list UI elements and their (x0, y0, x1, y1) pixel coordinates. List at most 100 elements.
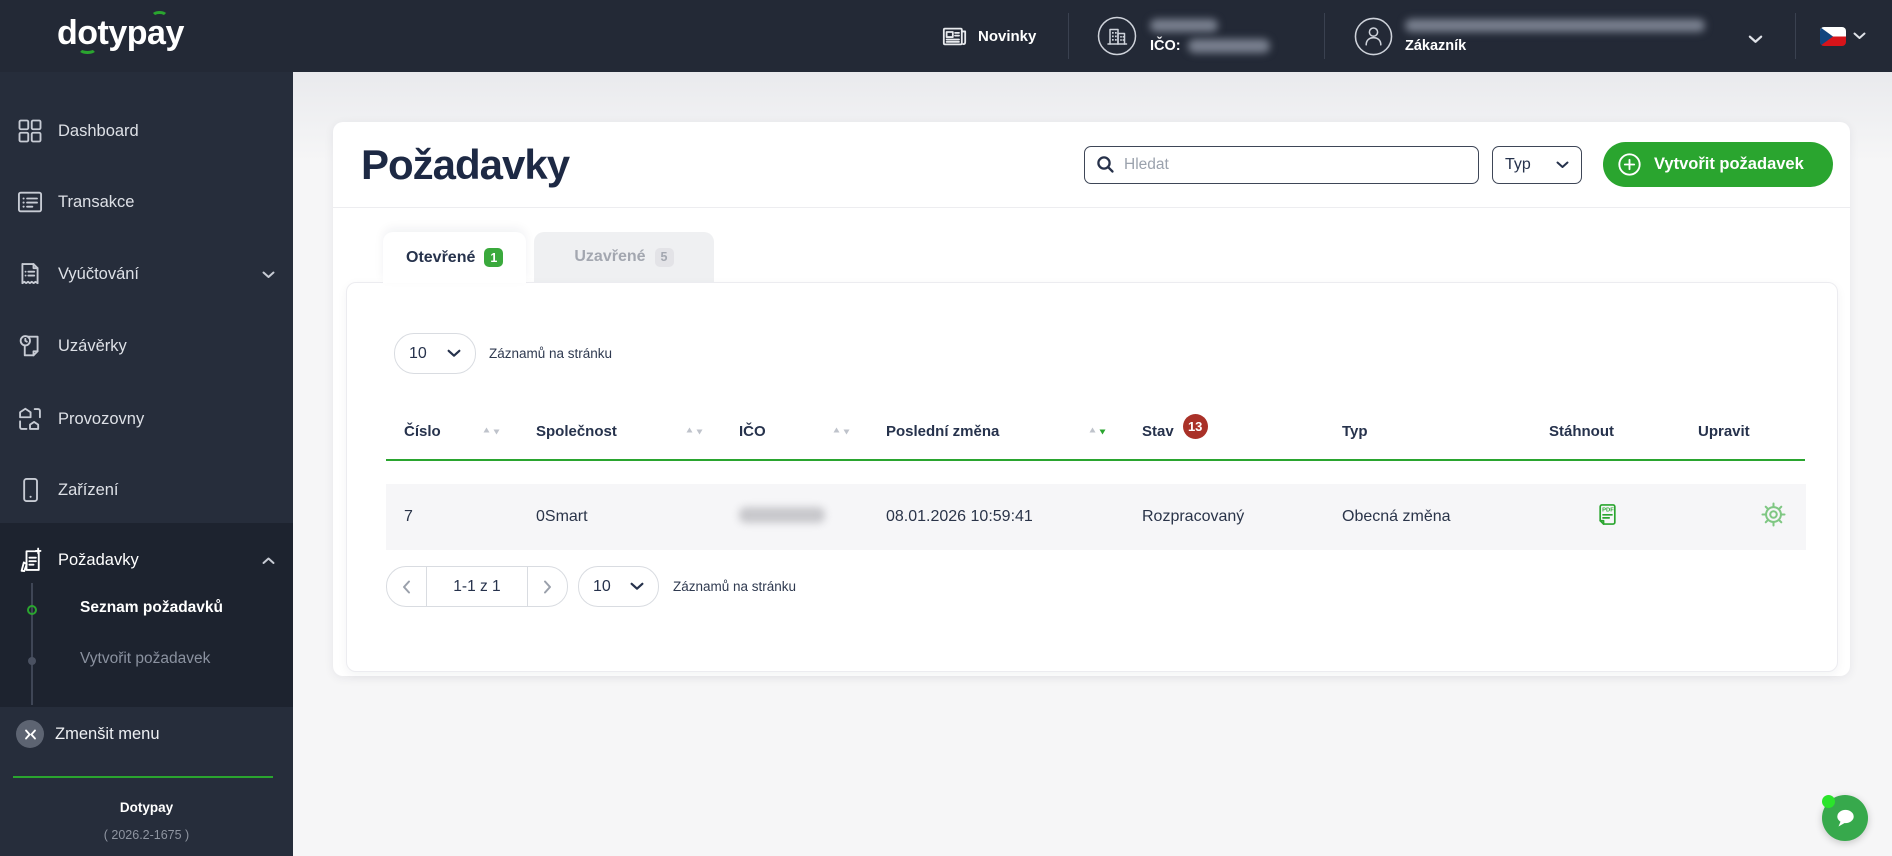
next-page-button[interactable] (528, 567, 567, 606)
collapse-icon (16, 720, 44, 748)
expanded-section-background (0, 523, 293, 707)
type-filter-select[interactable]: Typ (1492, 145, 1582, 184)
cell-upravit (1698, 501, 1806, 533)
sidebar-item-provozovny[interactable]: Provozovny (0, 383, 293, 455)
chat-bubble-icon (1837, 809, 1854, 827)
search-icon (1097, 156, 1114, 173)
company-selector[interactable]: IČO: (1097, 0, 1270, 72)
column-header-spolecnost[interactable]: Společnost (536, 423, 739, 440)
submenu-timeline (31, 583, 33, 705)
column-header-posledni-zmena[interactable]: Poslední změna (886, 423, 1142, 440)
sidebar: Dashboard Transakce V (0, 72, 293, 856)
column-header-ico[interactable]: IČO (739, 423, 886, 440)
chevron-down-icon (1556, 161, 1569, 168)
edit-gear-icon[interactable] (1760, 501, 1787, 528)
language-selector[interactable] (1820, 0, 1866, 72)
search-box (1084, 145, 1479, 184)
table-row[interactable]: 7 0Smart 08.01.2026 10:59:41 Rozpracovan… (386, 484, 1806, 550)
column-header-upravit: Upravit (1698, 422, 1750, 440)
chevron-down-icon (447, 349, 461, 357)
customer-role-label: Zákazník (1405, 37, 1467, 54)
tab-open-label: Otevřené (406, 248, 476, 266)
sidebar-subitem-seznam-pozadavku[interactable]: Seznam požadavků (80, 599, 223, 616)
collapse-label: Zmenšit menu (55, 724, 160, 743)
cell-typ: Obecná změna (1342, 508, 1451, 525)
requests-card: Požadavky Typ (333, 122, 1850, 676)
column-header-stahnout: Stáhnout (1549, 422, 1614, 440)
create-request-button[interactable]: Vytvořit požadavek (1603, 142, 1833, 187)
account-chevron-down-icon[interactable] (1748, 31, 1763, 49)
table-header-underline (386, 459, 1805, 461)
page-title: Požadavky (361, 140, 570, 188)
sidebar-item-dashboard[interactable]: Dashboard (0, 95, 293, 167)
sidebar-subitem-vytvorit-pozadavek[interactable]: Vytvořit požadavek (80, 650, 211, 667)
sort-arrows-icon (833, 427, 850, 435)
page-size-value: 10 (409, 344, 427, 362)
stav-count-badge: 13 (1182, 413, 1208, 439)
sidebar-item-uzaverky[interactable]: Uzávěrky (0, 310, 293, 382)
news-button[interactable]: Novinky (941, 0, 1036, 72)
tab-open[interactable]: Otevřené 1 (383, 232, 527, 283)
page-size-label: Záznamů na stránku (489, 346, 613, 361)
cell-posledni-zmena: 08.01.2026 10:59:41 (886, 508, 1033, 525)
tab-closed[interactable]: Uzavřené 5 (534, 232, 714, 282)
card-header: Požadavky Typ (333, 122, 1850, 208)
column-header-typ: Typ (1342, 422, 1368, 440)
czech-flag-icon (1820, 26, 1846, 46)
chat-button[interactable] (1822, 795, 1868, 841)
sidebar-item-vyuctovani[interactable]: Vyúčtování (0, 238, 293, 310)
redacted-row-ico (739, 506, 825, 523)
customer-info: Zákazník (1405, 18, 1705, 54)
sidebar-item-transakce[interactable]: Transakce (0, 166, 293, 238)
tab-open-count-badge: 1 (484, 248, 504, 267)
closures-clock-document-icon (19, 335, 39, 357)
sort-arrows-icon (483, 427, 500, 435)
ico-label: IČO: (1150, 37, 1181, 54)
collapse-menu-button[interactable]: Zmenšit menu (0, 715, 293, 753)
sidebar-item-zarizeni[interactable]: Zařízení (0, 454, 293, 526)
download-pdf-icon[interactable]: PDF (1594, 501, 1621, 528)
redacted-ico-number (1187, 38, 1270, 53)
pagination-range: 1-1 z 1 (426, 567, 528, 606)
column-header-stav: Stav 13 (1142, 413, 1342, 444)
billing-receipt-icon (21, 263, 39, 285)
company-info: IČO: (1150, 18, 1270, 54)
tabs: Otevřené 1 Uzavřené 5 (383, 232, 714, 283)
sidebar-brand: Dotypay (119, 800, 174, 815)
column-header-cislo[interactable]: Číslo (404, 423, 536, 440)
topbar-divider (1795, 13, 1796, 59)
sidebar-item-pozadavky[interactable]: Požadavky (0, 524, 293, 596)
page-size-label: Záznamů na stránku (673, 579, 797, 594)
sidebar-item-label: Provozovny (58, 409, 145, 428)
sidebar-item-label: Požadavky (58, 550, 139, 569)
redacted-customer-email (1405, 18, 1705, 32)
search-input[interactable] (1124, 146, 1478, 183)
sidebar-footer-divider (13, 776, 273, 778)
dotypay-logo[interactable]: dotypay (57, 11, 184, 54)
sort-arrows-icon (686, 427, 703, 435)
stores-houses-icon (19, 407, 41, 430)
logo-accent-under-o (78, 43, 97, 54)
cell-ico-redacted (739, 506, 886, 528)
create-request-label: Vytvořit požadavek (1654, 155, 1804, 173)
submenu-dot (28, 657, 36, 665)
previous-page-button[interactable] (387, 567, 426, 606)
company-building-icon (1097, 16, 1137, 56)
cell-stahnout: PDF (1549, 501, 1698, 533)
main-content: Požadavky Typ (293, 72, 1892, 856)
pagination: 1-1 z 1 10 Záznamů na stránku (386, 566, 796, 607)
page-size-select-bottom[interactable]: 10 (578, 566, 659, 607)
chevron-down-icon (630, 582, 644, 590)
app-version: ( 2026.2-1675 ) (103, 828, 190, 842)
submenu-active-dot (27, 605, 37, 615)
customer-selector[interactable]: Zákazník (1354, 0, 1705, 72)
language-chevron-down-icon (1853, 32, 1866, 39)
sidebar-item-label: Transakce (58, 192, 135, 211)
page-size-value: 10 (593, 577, 611, 595)
plus-circle-icon (1618, 153, 1641, 176)
chevron-down-icon (262, 265, 275, 284)
cell-spolecnost: 0Smart (536, 508, 588, 525)
topbar-divider (1068, 13, 1069, 59)
page-size-select-top[interactable]: 10 (394, 333, 476, 374)
news-label: Novinky (978, 27, 1037, 45)
